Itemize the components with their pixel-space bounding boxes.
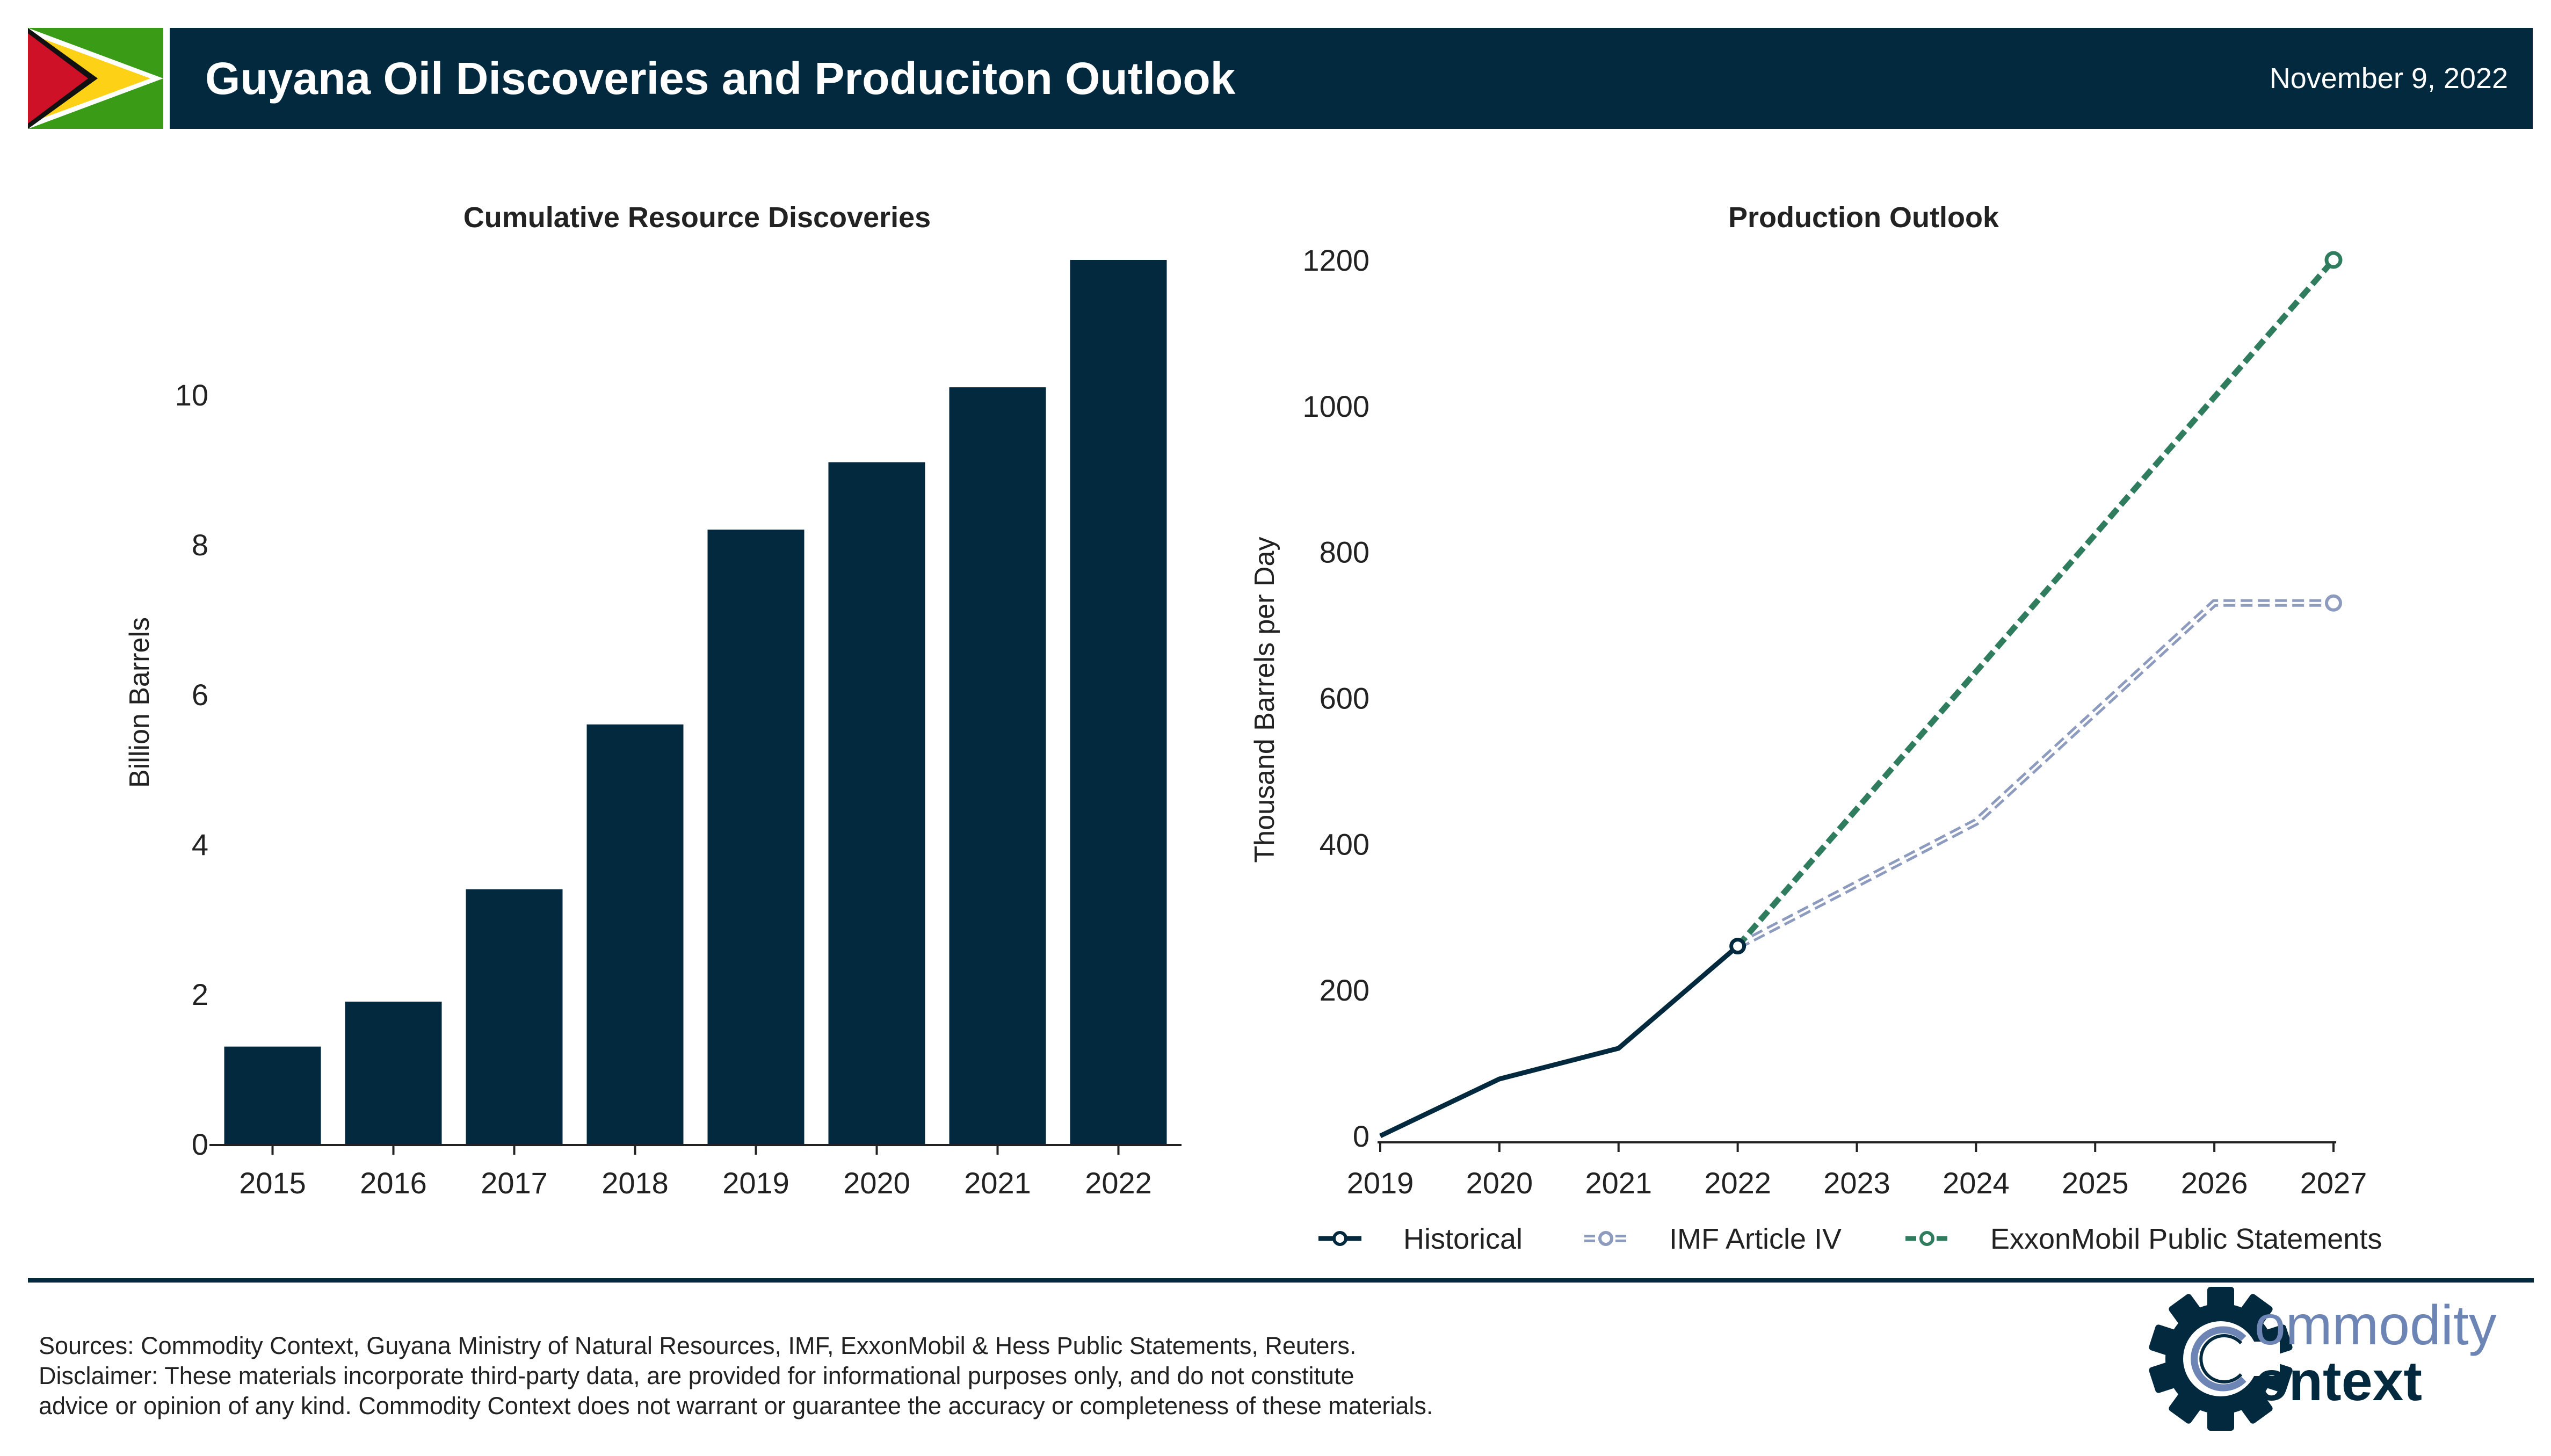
bar-y-tick-label: 10 bbox=[175, 378, 208, 412]
bar-2021 bbox=[949, 387, 1046, 1144]
bar-y-tick-label: 2 bbox=[192, 977, 208, 1011]
line-x-tick-label: 2020 bbox=[1466, 1166, 1533, 1200]
line-x-tick-label: 2019 bbox=[1347, 1166, 1414, 1200]
header-banner: Guyana Oil Discoveries and Produciton Ou… bbox=[170, 28, 2533, 129]
footer-divider bbox=[28, 1278, 2534, 1283]
bar-chart: Cumulative Resource Discoveries Billion … bbox=[124, 201, 1182, 1200]
line-series bbox=[1379, 251, 2343, 1139]
legend-marker-1 bbox=[1598, 1231, 1613, 1246]
bar-2017 bbox=[466, 889, 563, 1144]
line-y-tick-label: 800 bbox=[1320, 535, 1369, 569]
line-chart-title: Production Outlook bbox=[1728, 201, 1999, 234]
bar-x-tick-label: 2022 bbox=[1085, 1166, 1152, 1200]
line-y-ticks: 0 200 400 600 800 1000 1200 bbox=[1302, 243, 2336, 1153]
line-y-tick-label: 0 bbox=[1353, 1119, 1369, 1153]
bar-2016 bbox=[345, 1001, 442, 1144]
bar-marks bbox=[224, 260, 1167, 1144]
bar-chart-title: Cumulative Resource Discoveries bbox=[463, 201, 931, 234]
legend-marker-0 bbox=[1332, 1231, 1347, 1246]
bar-x-tick-label: 2020 bbox=[843, 1166, 910, 1200]
footer-text: Sources: Commodity Context, Guyana Minis… bbox=[39, 1331, 1865, 1421]
bar-x-tick-label: 2021 bbox=[964, 1166, 1031, 1200]
commodity-context-logo: ommodity ontext bbox=[2149, 1287, 2497, 1431]
line-x-tick-label: 2024 bbox=[1943, 1166, 2010, 1200]
line-y-tick-label: 1000 bbox=[1302, 389, 1369, 423]
bar-2020 bbox=[828, 462, 925, 1144]
bar-y-tick-label: 0 bbox=[192, 1127, 208, 1161]
bar-y-tick-label: 6 bbox=[192, 678, 208, 712]
gear-icon bbox=[2149, 1287, 2293, 1431]
legend-label-0: Historical bbox=[1403, 1223, 1523, 1255]
line-x-tick-label: 2026 bbox=[2181, 1166, 2248, 1200]
series-line-0 bbox=[1379, 944, 1740, 1139]
disclaimer-line-2: advice or opinion of any kind. Commodity… bbox=[39, 1392, 1433, 1419]
page-title: Guyana Oil Discoveries and Produciton Ou… bbox=[205, 53, 1236, 104]
guyana-flag-icon bbox=[28, 28, 163, 129]
bar-x-tick-label: 2019 bbox=[722, 1166, 789, 1200]
line-x-tick-label: 2022 bbox=[1704, 1166, 1771, 1200]
line-x-tick-label: 2025 bbox=[2062, 1166, 2129, 1200]
bar-chart-ylabel: Billion Barrels bbox=[124, 617, 155, 788]
charts-canvas: Cumulative Resource Discoveries Billion … bbox=[124, 201, 2382, 1255]
line-x-ticks: 2019 2020 2021 2022 2023 2024 2025 2026 2027 bbox=[1347, 1142, 2367, 1200]
marker-exxon-end bbox=[2324, 251, 2343, 269]
series-line-1 bbox=[1736, 599, 2333, 950]
legend-marker-2 bbox=[1919, 1231, 1934, 1246]
report-date: November 9, 2022 bbox=[2269, 62, 2508, 95]
bar-2018 bbox=[586, 724, 684, 1144]
bar-x-tick-label: 2017 bbox=[481, 1166, 548, 1200]
line-legend: Historical IMF Article IV ExxonMobil Publi… bbox=[1318, 1223, 2382, 1255]
line-y-tick-label: 600 bbox=[1320, 682, 1369, 715]
line-x-tick-label: 2023 bbox=[1823, 1166, 1890, 1200]
bar-y-tick-label: 4 bbox=[192, 828, 208, 861]
line-y-tick-label: 1200 bbox=[1302, 243, 1369, 277]
series-line-inner-1 bbox=[1737, 602, 2333, 947]
line-x-tick-label: 2027 bbox=[2300, 1166, 2367, 1200]
line-y-tick-label: 400 bbox=[1320, 827, 1369, 861]
bar-2022 bbox=[1070, 260, 1167, 1144]
disclaimer-line-1: Disclaimer: These materials incorporate … bbox=[39, 1362, 1354, 1389]
marker-historical-end bbox=[1729, 938, 1746, 955]
series-line-2 bbox=[1735, 258, 2336, 948]
legend-label-1: IMF Article IV bbox=[1669, 1223, 1842, 1255]
bar-x-tick-label: 2015 bbox=[239, 1166, 306, 1200]
bar-x-tick-label: 2018 bbox=[601, 1166, 669, 1200]
bar-y-ticks: 0 2 4 6 8 10 bbox=[175, 378, 1182, 1161]
bar-2019 bbox=[707, 530, 805, 1144]
bar-x-tick-label: 2016 bbox=[360, 1166, 427, 1200]
logo-top-word: ommodity bbox=[2255, 1294, 2497, 1357]
bar-2015 bbox=[224, 1046, 321, 1144]
flag-red-triangle bbox=[28, 33, 88, 124]
line-y-tick-label: 200 bbox=[1320, 973, 1369, 1007]
line-chart-ylabel: Thousand Barrels per Day bbox=[1249, 537, 1280, 863]
bar-x-ticks: 2015 2016 2017 2018 2019 2020 2021 2022 bbox=[239, 1145, 1152, 1200]
line-x-tick-label: 2021 bbox=[1585, 1166, 1652, 1200]
bar-y-tick-label: 8 bbox=[192, 528, 208, 562]
logo-bottom-word: ontext bbox=[2255, 1350, 2422, 1412]
sources-text: Sources: Commodity Context, Guyana Minis… bbox=[39, 1332, 1357, 1359]
legend-label-2: ExxonMobil Public Statements bbox=[1990, 1223, 2382, 1255]
marker-imf-end bbox=[2325, 594, 2342, 612]
line-chart: Production Outlook Thousand Barrels per … bbox=[1249, 201, 2382, 1255]
